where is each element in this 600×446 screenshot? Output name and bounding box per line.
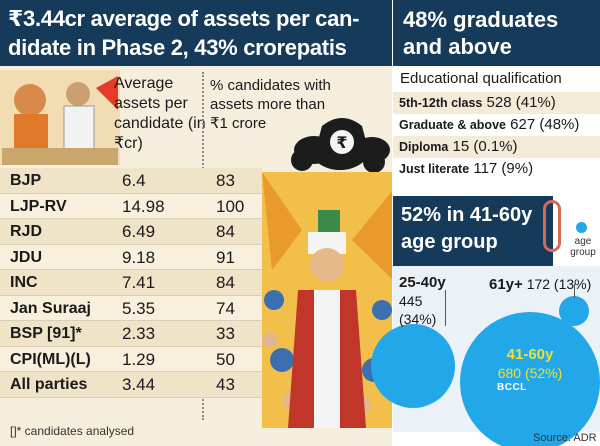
party-name: BSP [91]*: [10, 325, 82, 342]
avg-assets: 6.4: [122, 171, 146, 190]
legend-label: age group: [570, 236, 596, 258]
crorepati-pct: 84: [216, 273, 235, 292]
avg-assets: 2.33: [122, 324, 156, 343]
table-row: RJD 6.49 84: [0, 219, 262, 245]
education-label: 5th-12th class: [399, 96, 483, 110]
crorepati-pct: 50: [216, 349, 235, 369]
party-name: INC: [10, 274, 38, 291]
party-name: Jan Suraaj: [10, 299, 91, 317]
footnote: []* candidates analysed: [10, 424, 135, 438]
age-title-line1: 52% in 41-60y: [401, 204, 533, 226]
age-title-line2: age group: [401, 231, 498, 253]
education-title-line1: 48% graduates: [403, 7, 559, 32]
assets-table: BJP 6.4 83 LJP-RV 14.98 100 RJD 6.49 84 …: [0, 168, 262, 398]
age-41-60-label: 41-60y 680 (52%): [485, 346, 575, 382]
education-value: 528 (41%): [486, 94, 556, 111]
table-row: CPI(ML)(L) 1.29 50: [0, 346, 262, 372]
education-label: Diploma: [399, 140, 449, 154]
avg-assets: 5.35: [122, 298, 156, 318]
education-value: 117 (9%): [473, 160, 534, 177]
education-list: 5th-12th class 528 (41%) Graduate & abov…: [393, 92, 600, 180]
politician-illustration: [262, 150, 393, 428]
rupee-symbol: ₹: [336, 133, 347, 152]
party-name: CPI(ML)(L): [10, 350, 91, 368]
list-item: 5th-12th class 528 (41%): [393, 92, 600, 114]
assets-column-header: Average assets per candidate (in ₹cr): [114, 75, 206, 152]
crorepati-pct: 74: [216, 298, 235, 318]
legend-dot-icon: [576, 222, 587, 233]
avg-assets: 1.29: [122, 349, 156, 369]
age-group-pct: (34%): [399, 311, 437, 327]
campaign-crowd-illustration: [0, 70, 120, 165]
avg-assets: 14.98: [122, 196, 165, 216]
table-row: Jan Suraaj 5.35 74: [0, 295, 262, 321]
assets-title-line1: ₹3.44cr average of assets per can-: [8, 6, 360, 31]
money-bag-icon: ₹: [294, 118, 390, 164]
bubble-25-40: [371, 324, 455, 408]
age-header: 52% in 41-60y age group: [393, 196, 553, 266]
list-item: Just literate 117 (9%): [393, 158, 600, 180]
age-group-name: 41-60y: [506, 346, 554, 363]
crorepati-pct: 100: [216, 196, 245, 216]
education-label: Graduate & above: [399, 118, 506, 132]
assets-title-line2: didate in Phase 2, 43% crorepatis: [8, 35, 347, 60]
crorepati-pct: 33: [216, 324, 235, 343]
table-row: All parties 3.44 43: [0, 372, 262, 398]
education-title-line2: and above: [403, 34, 512, 59]
assets-panel: ₹3.44cr average of assets per can- didat…: [0, 0, 393, 446]
party-name: JDU: [10, 248, 43, 266]
education-value: 15 (0.1%): [452, 138, 518, 155]
table-row: INC 7.41 84: [0, 270, 262, 296]
party-name: LJP-RV: [10, 197, 67, 215]
leader-line: [445, 290, 446, 326]
crorepati-pct: 83: [216, 171, 235, 190]
party-name: BJP: [10, 172, 42, 189]
assets-header: ₹3.44cr average of assets per can- didat…: [0, 0, 393, 66]
table-row: LJP-RV 14.98 100: [0, 193, 262, 219]
party-name: RJD: [10, 223, 43, 240]
leader-line: [574, 284, 575, 298]
crorepati-pct: 43: [216, 375, 235, 394]
education-header: 48% graduates and above: [393, 0, 600, 66]
crorepati-column-header: % candidates with assets more than ₹1 cr…: [210, 77, 331, 132]
crorepati-pct: 84: [216, 222, 235, 241]
age-group-value: 172 (13%): [526, 276, 592, 292]
party-name: All parties: [10, 376, 88, 393]
age-group-value: 680 (52%): [497, 365, 563, 381]
avg-assets: 9.18: [122, 247, 156, 267]
education-subtitle: Educational qualification: [400, 70, 562, 87]
source-credit: Source: ADR: [533, 432, 597, 444]
age-group-name: 61y+: [489, 276, 523, 293]
list-item: Diploma 15 (0.1%): [393, 136, 600, 158]
age-group-name: 25-40y: [399, 274, 446, 291]
bubble-41-60: [460, 312, 600, 446]
age-bubble-chart: 25-40y 445 (34%) 61y+ 172 (13%) 41-60y 6…: [371, 266, 600, 446]
paperclip-icon: [543, 200, 561, 252]
avg-assets: 7.41: [122, 273, 156, 292]
age-group-count: 445: [399, 293, 423, 309]
demographics-panel: 48% graduates and above Educational qual…: [371, 0, 600, 446]
education-value: 627 (48%): [510, 116, 580, 133]
list-item: Graduate & above 627 (48%): [393, 114, 600, 136]
watermark: BCCL: [497, 382, 527, 393]
avg-assets: 6.49: [122, 222, 156, 241]
education-label: Just literate: [399, 162, 470, 176]
crorepati-pct: 91: [216, 247, 235, 267]
table-row: JDU 9.18 91: [0, 244, 262, 270]
table-row: BJP 6.4 83: [0, 168, 262, 194]
age-61-plus-label: 61y+ 172 (13%): [489, 276, 591, 293]
age-25-40-label: 25-40y 445 (34%): [399, 274, 446, 328]
avg-assets: 3.44: [122, 375, 156, 394]
table-row: BSP [91]* 2.33 33: [0, 321, 262, 347]
bubble-61-plus: [559, 296, 589, 326]
